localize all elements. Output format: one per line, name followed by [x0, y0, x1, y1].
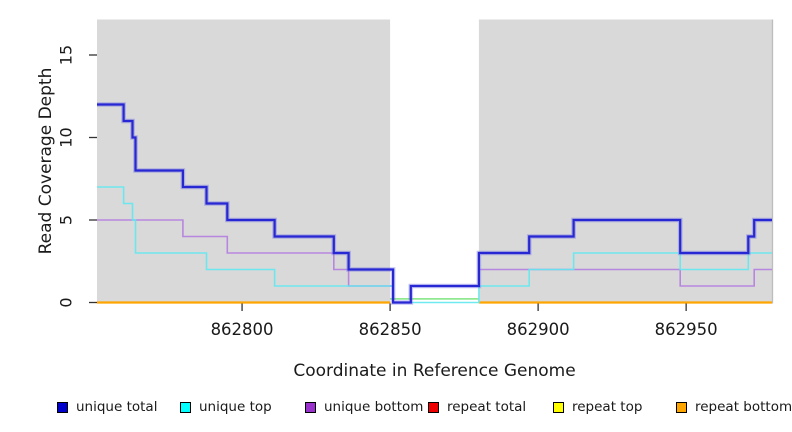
- legend-item-unique-top: unique top: [180, 399, 272, 415]
- x-tick-label: 862950: [655, 320, 718, 339]
- y-tick-label: 10: [57, 127, 76, 147]
- unique-total-swatch-icon: [57, 401, 68, 413]
- legend-item-unique-total: unique total: [57, 399, 157, 415]
- highlight-band: [390, 19, 479, 304]
- legend-item-repeat-total: repeat total: [428, 399, 526, 415]
- repeat-bottom-swatch-icon: [676, 401, 687, 413]
- legend-label: unique total: [76, 399, 158, 415]
- unique-bottom-swatch-icon: [305, 401, 316, 413]
- y-axis-title: Read Coverage Depth: [36, 67, 56, 255]
- x-tick-label: 862850: [359, 320, 422, 339]
- legend-label: repeat total: [447, 399, 527, 415]
- series-line-unique-total: [97, 103, 772, 304]
- legend-item-unique-bottom: unique bottom: [305, 399, 423, 415]
- x-tick-label: 862900: [507, 320, 570, 339]
- x-axis-title: Coordinate in Reference Genome: [293, 361, 576, 381]
- y-tick-label: 5: [57, 215, 76, 225]
- repeat-total-swatch-icon: [428, 401, 439, 413]
- unique-top-swatch-icon: [180, 401, 191, 413]
- legend-label: unique top: [199, 399, 272, 415]
- legend-item-repeat-bottom: repeat bottom: [676, 399, 792, 415]
- repeat-top-swatch-icon: [553, 401, 564, 413]
- x-tick-label: 862800: [211, 320, 274, 339]
- legend-label: unique bottom: [324, 399, 424, 415]
- legend-label: repeat bottom: [695, 399, 792, 415]
- legend: unique total unique top unique bottom re…: [0, 399, 792, 417]
- y-tick-label: 15: [57, 45, 76, 65]
- legend-label: repeat top: [572, 399, 643, 415]
- y-tick-label: 0: [57, 297, 76, 307]
- legend-item-repeat-top: repeat top: [553, 399, 642, 415]
